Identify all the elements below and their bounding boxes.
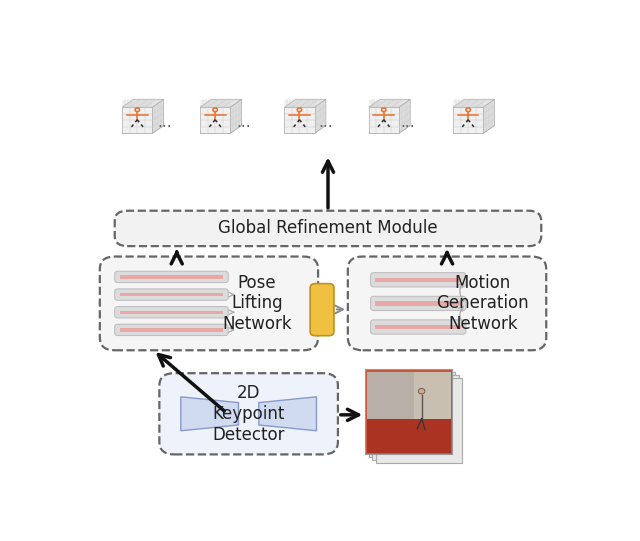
Text: Pose
Lifting
Network: Pose Lifting Network: [222, 274, 292, 333]
Polygon shape: [483, 100, 495, 133]
FancyBboxPatch shape: [376, 325, 461, 329]
FancyBboxPatch shape: [120, 328, 223, 332]
FancyBboxPatch shape: [100, 256, 318, 350]
Polygon shape: [314, 100, 326, 133]
FancyBboxPatch shape: [159, 373, 338, 454]
Circle shape: [419, 388, 425, 394]
Polygon shape: [284, 126, 326, 133]
Polygon shape: [284, 107, 314, 133]
Bar: [369, 372, 456, 457]
Bar: [367, 372, 451, 419]
Text: ...: ...: [236, 115, 251, 130]
Polygon shape: [369, 100, 410, 107]
FancyBboxPatch shape: [115, 211, 541, 246]
Polygon shape: [122, 126, 164, 133]
Polygon shape: [152, 100, 164, 133]
FancyBboxPatch shape: [120, 275, 223, 279]
FancyBboxPatch shape: [120, 293, 223, 296]
Bar: [372, 375, 459, 460]
Text: Motion
Generation
Network: Motion Generation Network: [436, 274, 529, 333]
Bar: [367, 372, 415, 419]
Polygon shape: [453, 100, 495, 107]
Text: ...: ...: [157, 115, 172, 130]
Polygon shape: [259, 397, 317, 431]
Polygon shape: [122, 100, 164, 107]
FancyBboxPatch shape: [115, 271, 228, 282]
FancyBboxPatch shape: [115, 307, 228, 318]
FancyBboxPatch shape: [371, 320, 466, 334]
FancyBboxPatch shape: [371, 273, 466, 287]
Polygon shape: [200, 126, 241, 133]
Polygon shape: [200, 107, 230, 133]
Text: ...: ...: [400, 115, 415, 130]
FancyBboxPatch shape: [376, 278, 461, 282]
Polygon shape: [284, 100, 326, 107]
Polygon shape: [453, 107, 483, 133]
Text: z: z: [318, 302, 326, 317]
Polygon shape: [369, 126, 410, 133]
Polygon shape: [122, 107, 152, 133]
FancyBboxPatch shape: [376, 301, 461, 306]
Polygon shape: [200, 100, 241, 107]
Text: ...: ...: [318, 115, 333, 130]
FancyBboxPatch shape: [115, 289, 228, 300]
Text: 2D
Keypoint
Detector: 2D Keypoint Detector: [212, 384, 285, 444]
FancyBboxPatch shape: [115, 324, 228, 335]
FancyBboxPatch shape: [371, 296, 466, 311]
FancyBboxPatch shape: [310, 283, 334, 335]
Polygon shape: [369, 107, 399, 133]
FancyBboxPatch shape: [348, 256, 547, 350]
Polygon shape: [453, 126, 495, 133]
Polygon shape: [230, 100, 241, 133]
FancyBboxPatch shape: [120, 311, 223, 314]
Bar: [367, 419, 451, 453]
Text: Global Refinement Module: Global Refinement Module: [218, 220, 438, 237]
Polygon shape: [399, 100, 410, 133]
Bar: [365, 369, 452, 454]
Bar: [376, 378, 463, 463]
Polygon shape: [180, 397, 239, 431]
